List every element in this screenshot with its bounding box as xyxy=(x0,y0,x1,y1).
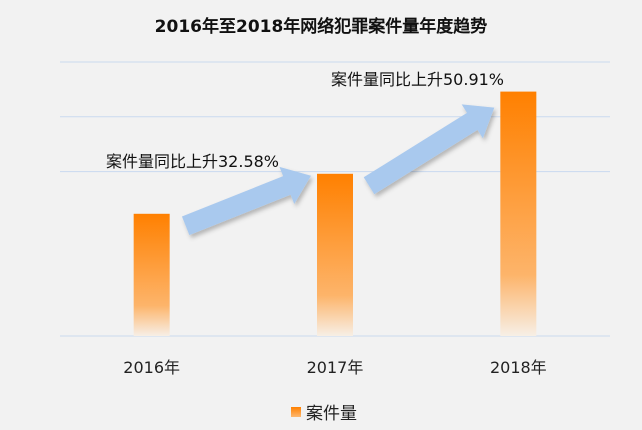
bar-2018年 xyxy=(500,91,537,336)
bar-2017年 xyxy=(317,173,353,336)
annotation-label: 案件量同比上升32.58% xyxy=(106,152,279,171)
legend-label: 案件量 xyxy=(306,404,357,424)
x-tick-label: 2017年 xyxy=(307,358,364,377)
bar-2016年 xyxy=(133,213,170,336)
trend-arrow-icon xyxy=(363,104,495,195)
trend-arrow-icon xyxy=(181,166,311,236)
annotation-label: 案件量同比上升50.91% xyxy=(331,70,504,89)
legend-swatch xyxy=(291,406,301,417)
x-tick-label: 2016年 xyxy=(123,358,180,377)
legend: 案件量 xyxy=(291,399,357,424)
x-tick-label: 2018年 xyxy=(490,358,547,377)
chart-title: 2016年至2018年网络犯罪案件量年度趋势 xyxy=(154,17,488,37)
